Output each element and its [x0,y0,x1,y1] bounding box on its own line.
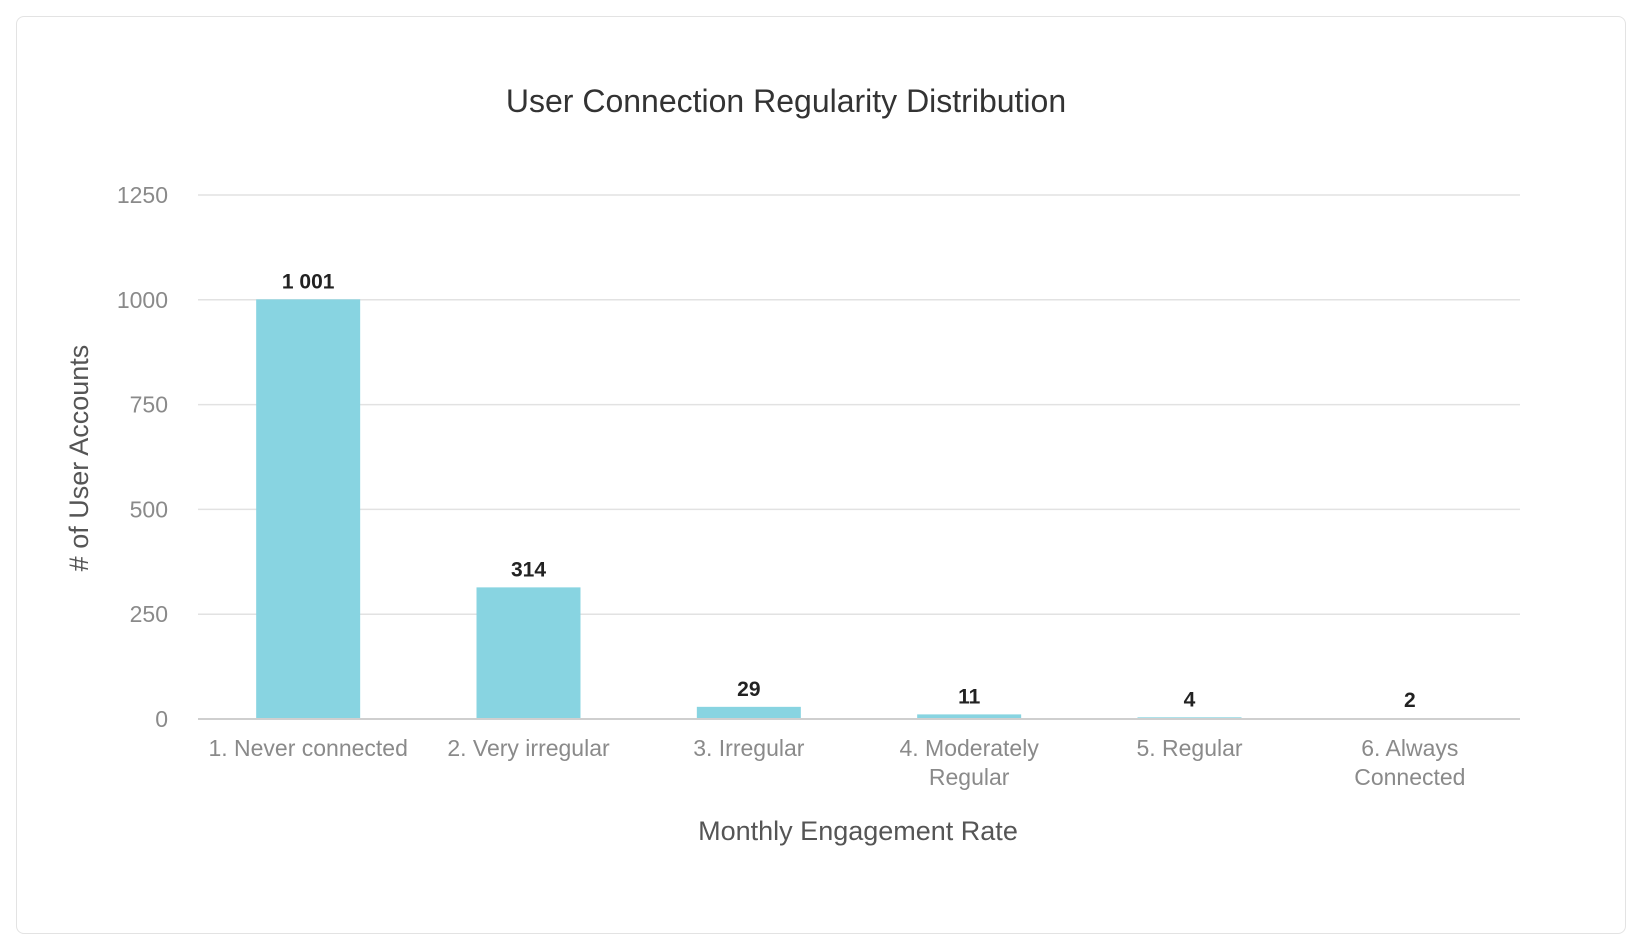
gridlines [198,194,1520,615]
x-tick-label: 4. Moderately [899,735,1039,761]
data-label: 2 [1404,689,1416,712]
bar [476,587,581,719]
x-tick-labels: 1. Never connected 2. Very irregular 3. Ir… [208,735,1465,790]
x-tick-label: 1. Never connected [208,735,407,761]
data-label: 29 [737,678,760,701]
bar [917,714,1022,719]
chart-title: User Connection Regularity Distribution [506,83,1066,119]
bar [696,706,801,719]
y-tick-label: 1250 [117,182,168,208]
data-label: 4 [1184,688,1196,711]
y-axis-title: # of User Accounts [64,345,94,572]
data-label: 1 001 [282,270,335,293]
x-tick-label: 2. Very irregular [447,735,610,761]
data-labels: 1 001 314 29 11 4 2 [282,270,1416,712]
x-axis-title: Monthly Engagement Rate [698,816,1018,846]
x-tick-label: Regular [929,764,1010,790]
y-tick-label: 750 [130,392,168,418]
data-label: 11 [958,685,981,708]
x-tick-label: 5. Regular [1136,735,1242,761]
y-tick-label: 0 [155,706,168,732]
y-tick-label: 250 [130,601,168,627]
bars [256,299,1462,719]
data-label: 314 [511,558,546,581]
bar [256,299,361,719]
y-tick-label: 500 [130,496,168,522]
x-tick-label: 3. Irregular [693,735,805,761]
y-tick-labels: 0 250 500 750 1000 1250 [117,182,168,732]
x-tick-label: 6. Always [1361,735,1458,761]
y-tick-label: 1000 [117,287,168,313]
x-tick-label: Connected [1354,764,1465,790]
